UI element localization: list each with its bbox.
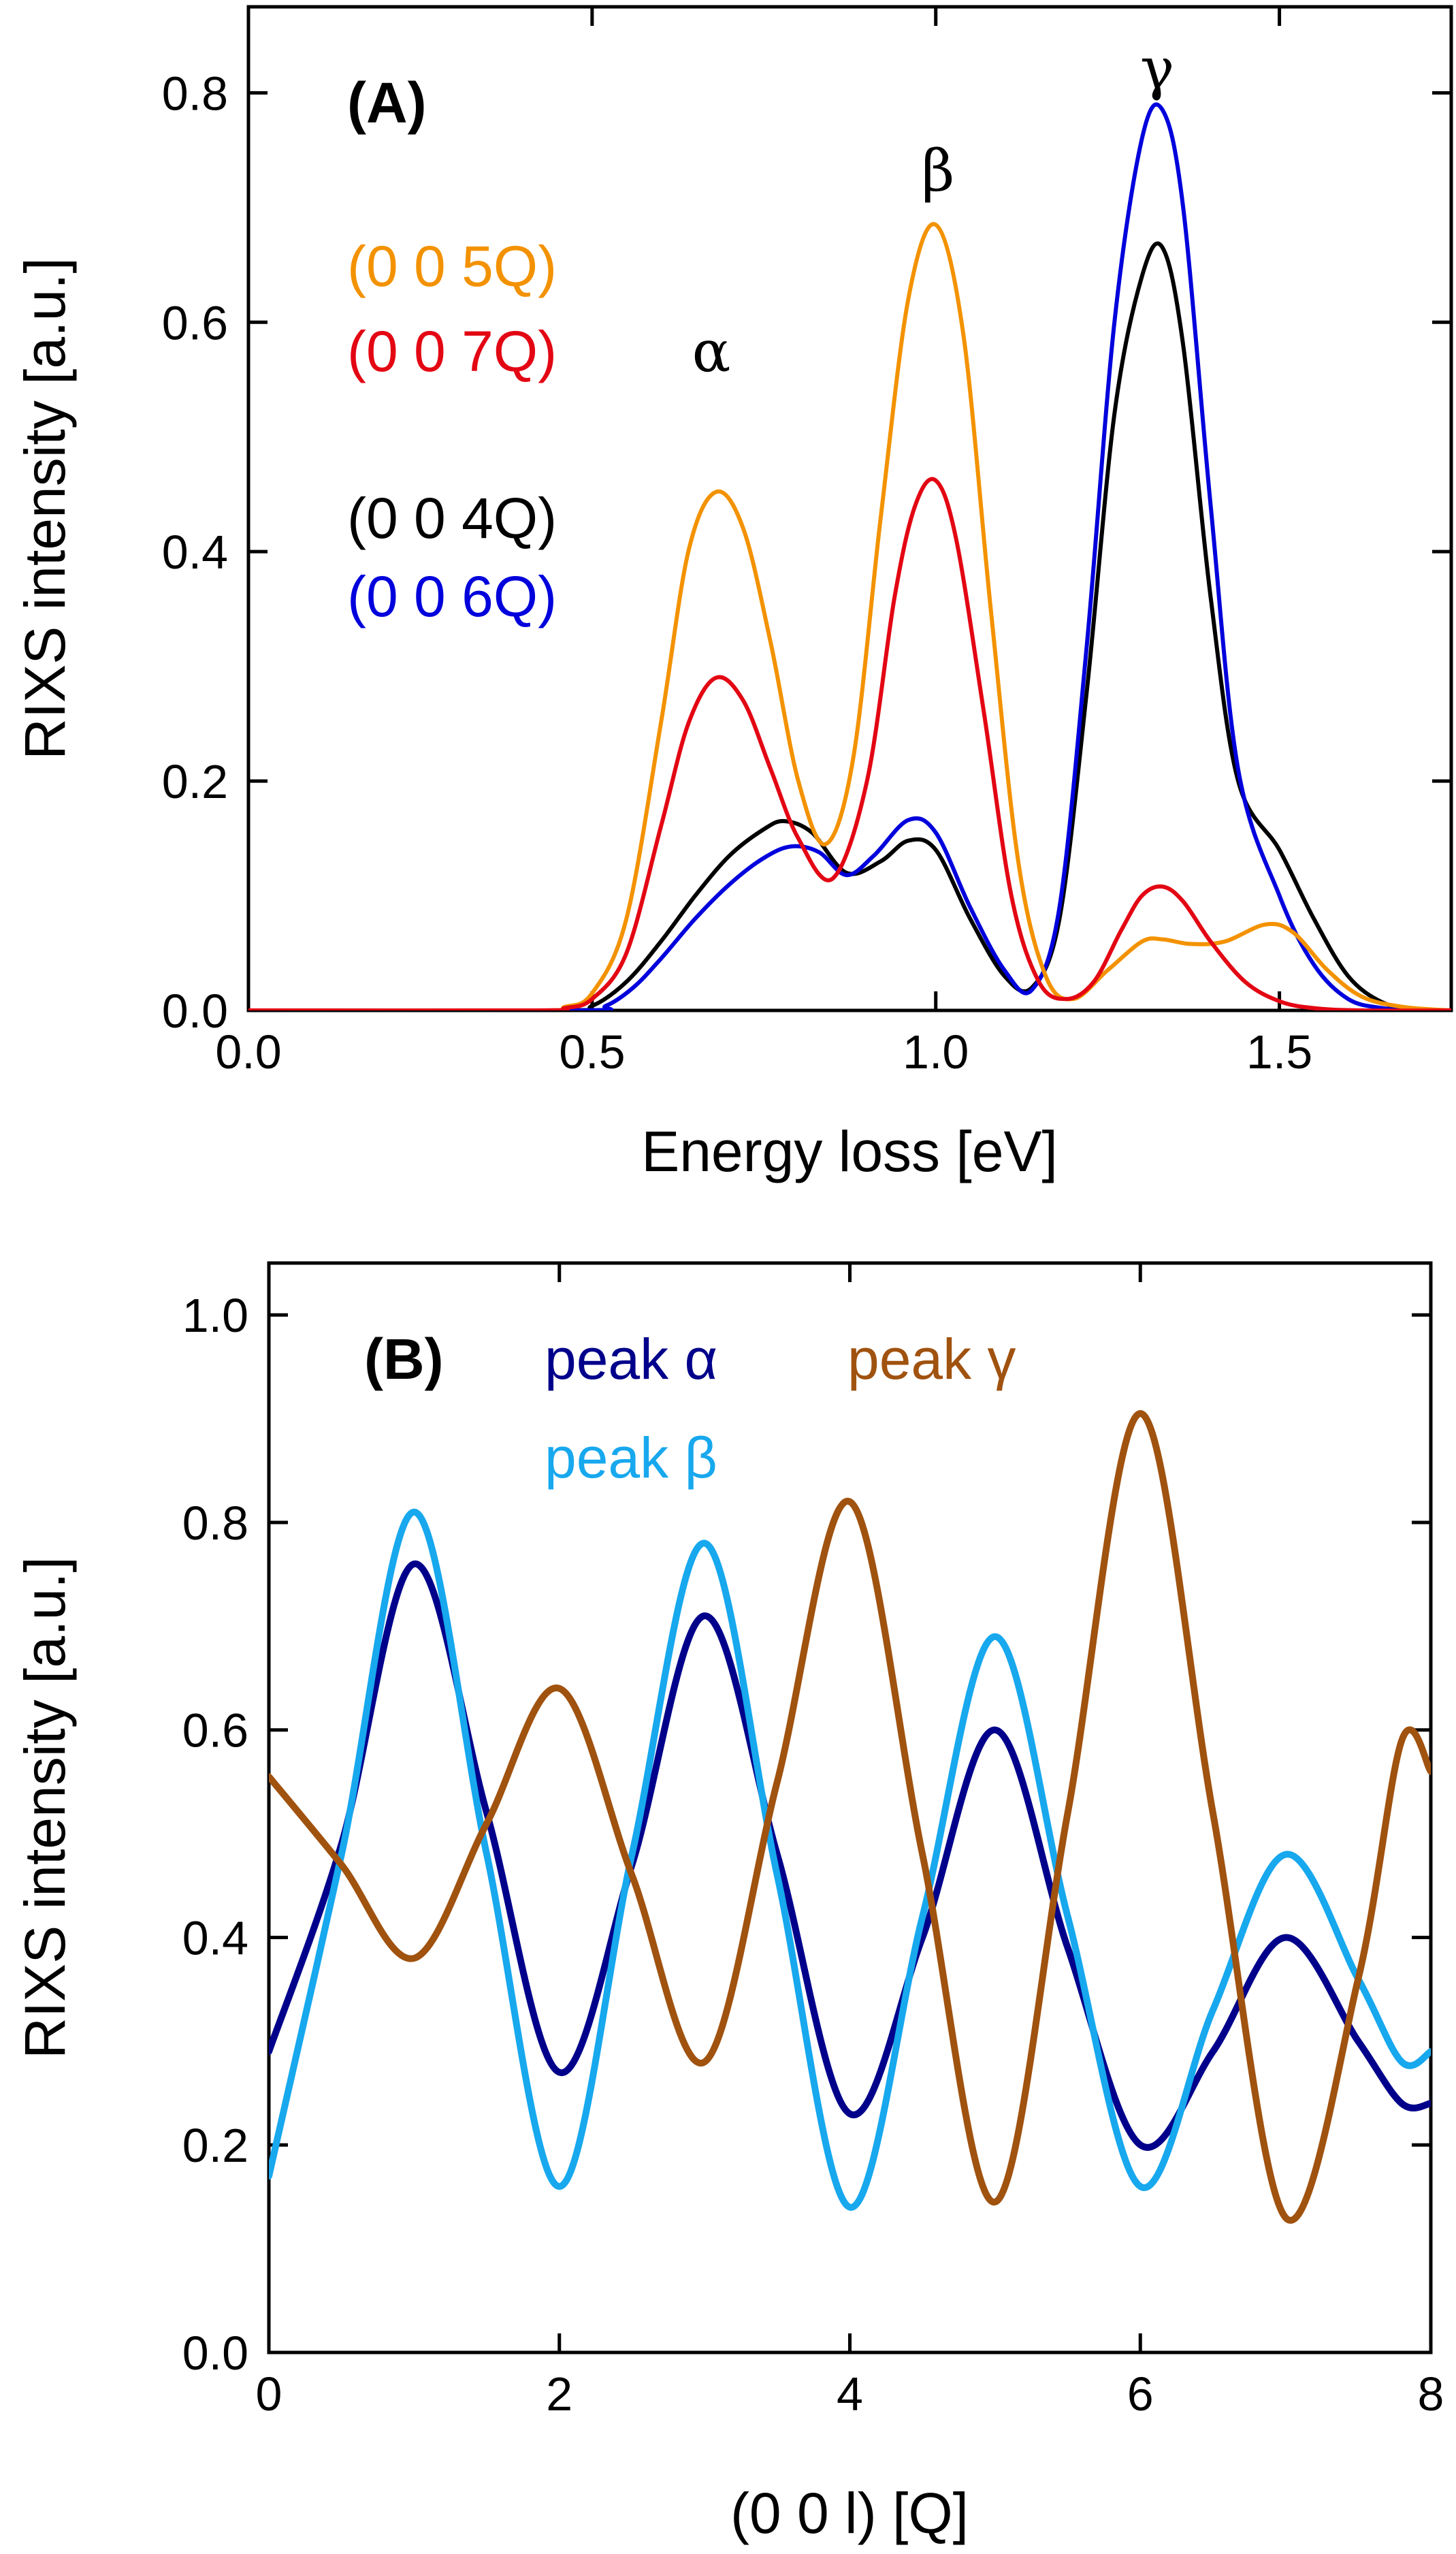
panel-a-series-line-0-0-7q — [248, 477, 1451, 1010]
peak-label-alpha: α — [692, 318, 731, 385]
panel-a-series — [248, 102, 1451, 1010]
panel-a-series-line-0-0-6q — [248, 102, 1451, 1010]
legend-entry-peak-beta: peak β — [545, 1426, 717, 1490]
panel-a-series-line-0-0-5q — [248, 222, 1451, 1010]
panel-b-y-tick-label: 0.6 — [182, 1704, 248, 1757]
panel-b-plot-frame — [267, 1261, 1433, 2355]
peak-label-beta: β — [922, 138, 955, 204]
panel-b-x-tick-label: 2 — [546, 2367, 572, 2421]
panel-a-legend: (0 0 5Q) (0 0 7Q) (0 0 4Q) (0 0 6Q) — [347, 234, 557, 628]
panel-b-x-tick-label: 8 — [1418, 2367, 1444, 2421]
panel-b-y-tick-label: 0.2 — [182, 2119, 248, 2172]
panel-b-x-tick-label: 4 — [837, 2367, 863, 2421]
panel-b-y-axis-label: RIXS intensity [a.u.] — [13, 1557, 77, 2059]
panel-a-x-axis-label: Energy loss [eV] — [641, 1119, 1058, 1183]
panel-a-y-tick-label: 0.6 — [162, 296, 228, 349]
panel-b-series-line-peak — [269, 1410, 1431, 2224]
panel-a-x-tick-label: 1.5 — [1246, 1025, 1312, 1079]
legend-entry-006q: (0 0 6Q) — [347, 564, 557, 628]
panel-a-x-tick-label: 0.0 — [215, 1025, 281, 1079]
legend-entry-007q: (0 0 7Q) — [347, 319, 557, 383]
panel-b-legend: peak α peak β peak γ — [545, 1327, 1016, 1490]
panel-a-y-tick-label: 0.0 — [162, 985, 228, 1038]
peak-label-gamma: γ — [1140, 35, 1174, 102]
legend-entry-005q: (0 0 5Q) — [347, 234, 557, 298]
panel-b-x-tick-label: 6 — [1127, 2367, 1154, 2421]
panel-a-y-axis-label: RIXS intensity [a.u.] — [13, 257, 77, 760]
panel-a-x-tick-label: 1.0 — [903, 1025, 969, 1079]
legend-entry-peak-alpha: peak α — [545, 1327, 717, 1391]
panel-b-y-tick-label: 0.8 — [182, 1497, 248, 1550]
panel-b-y-tick-label: 0.0 — [182, 2327, 248, 2380]
panel-a-chart: 0.0 0.5 1.0 1.5 0.0 0.2 0.4 0.6 0.8 (A) α β γ (0… — [13, 5, 1453, 1183]
panel-b-label: (B) — [364, 1327, 444, 1391]
panel-a-y-tick-label: 0.2 — [162, 755, 228, 808]
legend-entry-peak-gamma: peak γ — [847, 1327, 1016, 1391]
panel-a-x-tick-label: 0.5 — [559, 1025, 625, 1079]
panel-a-y-tick-label: 0.4 — [162, 526, 228, 579]
panel-a-label: (A) — [347, 71, 427, 135]
legend-entry-004q: (0 0 4Q) — [347, 486, 557, 550]
panel-b-ticks: 0 2 4 6 8 0.0 0.2 0.4 0.6 0.8 1.0 — [182, 1263, 1444, 2421]
panel-a-y-tick-label: 0.8 — [162, 67, 228, 120]
panel-b-series-line-peak — [269, 1560, 1431, 2151]
panel-b-y-tick-label: 0.4 — [182, 1911, 248, 1964]
panel-b-series — [269, 1410, 1431, 2224]
panel-b-chart: 0 2 4 6 8 0.0 0.2 0.4 0.6 0.8 1.0 (B) peak α peak … — [13, 1261, 1444, 2545]
panel-b-x-tick-label: 0 — [256, 2367, 282, 2421]
panel-a-peak-labels: α β γ — [692, 35, 1174, 385]
panel-a-plot-frame — [246, 5, 1453, 1012]
panel-b-y-tick-label: 1.0 — [182, 1289, 248, 1342]
panel-b-x-axis-label: (0 0 l) [Q] — [730, 2481, 969, 2545]
panel-b-series-line-peak — [269, 1508, 1431, 2211]
